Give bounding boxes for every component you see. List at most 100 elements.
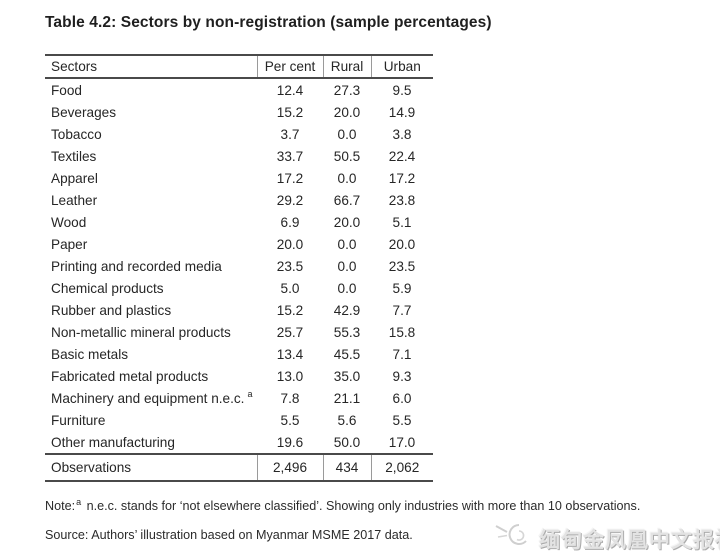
table-row: Rubber and plastics 15.2 42.9 7.7 bbox=[45, 299, 433, 321]
per-cent-cell: 5.5 bbox=[280, 412, 300, 428]
table-row: Food 12.4 27.3 9.5 bbox=[45, 78, 433, 101]
sector-cell: Beverages bbox=[51, 104, 116, 120]
per-cent-cell: 6.9 bbox=[280, 214, 300, 230]
note-marker: a bbox=[76, 496, 82, 507]
per-cent-cell: 12.4 bbox=[276, 82, 304, 98]
rural-cell: 27.3 bbox=[333, 82, 361, 98]
sector-cell: Other manufacturing bbox=[51, 434, 175, 450]
observations-rural: 434 bbox=[322, 453, 371, 482]
rural-cell: 35.0 bbox=[333, 368, 361, 384]
urban-cell: 6.0 bbox=[392, 390, 412, 406]
urban-cell: 5.5 bbox=[392, 412, 412, 428]
observations-per-cent: 2,496 bbox=[256, 453, 323, 482]
rural-cell: 5.6 bbox=[337, 412, 357, 428]
table-title: Table 4.2: Sectors by non-registration (… bbox=[45, 14, 492, 31]
rural-cell: 50.0 bbox=[333, 434, 361, 450]
per-cent-cell: 15.2 bbox=[276, 104, 304, 120]
urban-cell: 5.1 bbox=[392, 214, 412, 230]
observations-row: Observations 2,496 434 2,062 bbox=[45, 453, 433, 482]
table-row: Machinery and equipment n.e.c. a 7.8 21.1 6.… bbox=[45, 387, 433, 409]
footnote-marker: a bbox=[247, 388, 253, 399]
watermark: 缅甸金凤凰中文报社 bbox=[494, 521, 720, 556]
per-cent-cell: 13.4 bbox=[276, 346, 304, 362]
sector-cell: Paper bbox=[51, 236, 88, 252]
observations-label: Observations bbox=[45, 453, 257, 482]
sector-cell: Machinery and equipment n.e.c. a bbox=[51, 388, 253, 406]
header-rural: Rural bbox=[322, 54, 371, 79]
observations-urban: 2,062 bbox=[370, 453, 433, 482]
sector-cell: Apparel bbox=[51, 170, 98, 186]
per-cent-cell: 33.7 bbox=[276, 148, 304, 164]
table-row: Leather 29.2 66.7 23.8 bbox=[45, 189, 433, 211]
sector-cell: Furniture bbox=[51, 412, 106, 428]
header-urban: Urban bbox=[370, 54, 433, 79]
rural-cell: 0.0 bbox=[337, 170, 357, 186]
note-prefix: Note: bbox=[45, 499, 76, 513]
table-note: Note:a n.e.c. stands for ‘not elsewhere … bbox=[45, 496, 641, 513]
urban-cell: 7.1 bbox=[392, 346, 412, 362]
sector-cell: Tobacco bbox=[51, 126, 102, 142]
sector-cell: Non-metallic mineral products bbox=[51, 324, 231, 340]
header-row: Sectors Per cent Rural Urban bbox=[45, 54, 433, 79]
table-footer: Observations 2,496 434 2,062 bbox=[45, 453, 433, 482]
urban-cell: 5.9 bbox=[392, 280, 412, 296]
per-cent-cell: 5.0 bbox=[280, 280, 300, 296]
sector-cell: Textiles bbox=[51, 148, 97, 164]
table-row: Other manufacturing 19.6 50.0 17.0 bbox=[45, 431, 433, 454]
per-cent-cell: 7.8 bbox=[280, 390, 300, 406]
rural-cell: 21.1 bbox=[333, 390, 361, 406]
sector-cell: Food bbox=[51, 82, 82, 98]
table-row: Non-metallic mineral products 25.7 55.3 15.… bbox=[45, 321, 433, 343]
rural-cell: 0.0 bbox=[337, 236, 357, 252]
table-row: Printing and recorded media 23.5 0.0 23.5 bbox=[45, 255, 433, 277]
sector-cell: Printing and recorded media bbox=[51, 258, 222, 274]
rural-cell: 50.5 bbox=[333, 148, 361, 164]
rural-cell: 0.0 bbox=[337, 280, 357, 296]
table-row: Tobacco 3.7 0.0 3.8 bbox=[45, 123, 433, 145]
rural-cell: 55.3 bbox=[333, 324, 361, 340]
per-cent-cell: 3.7 bbox=[280, 126, 300, 142]
per-cent-cell: 29.2 bbox=[276, 192, 304, 208]
per-cent-cell: 25.7 bbox=[276, 324, 304, 340]
sectors-table: Sectors Per cent Rural Urban Food 12.4 27.… bbox=[45, 54, 433, 482]
table-row: Chemical products 5.0 0.0 5.9 bbox=[45, 277, 433, 299]
table-row: Furniture 5.5 5.6 5.5 bbox=[45, 409, 433, 431]
sector-cell: Fabricated metal products bbox=[51, 368, 209, 384]
note-text: n.e.c. stands for ‘not elsewhere classif… bbox=[86, 499, 641, 513]
urban-cell: 23.5 bbox=[388, 258, 416, 274]
per-cent-cell: 23.5 bbox=[276, 258, 304, 274]
rural-cell: 66.7 bbox=[333, 192, 361, 208]
phoenix-logo-icon bbox=[494, 521, 534, 556]
table-row: Apparel 17.2 0.0 17.2 bbox=[45, 167, 433, 189]
table-row: Basic metals 13.4 45.5 7.1 bbox=[45, 343, 433, 365]
per-cent-cell: 15.2 bbox=[276, 302, 304, 318]
urban-cell: 9.3 bbox=[392, 368, 412, 384]
urban-cell: 22.4 bbox=[388, 148, 416, 164]
table-body: Food 12.4 27.3 9.5 Beverages 15.2 20.0 14.9 Toba… bbox=[45, 78, 433, 454]
urban-cell: 23.8 bbox=[388, 192, 416, 208]
table-row: Fabricated metal products 13.0 35.0 9.3 bbox=[45, 365, 433, 387]
per-cent-cell: 17.2 bbox=[276, 170, 304, 186]
per-cent-cell: 20.0 bbox=[276, 236, 304, 252]
sector-cell: Chemical products bbox=[51, 280, 164, 296]
table-source: Source: Authors’ illustration based on M… bbox=[45, 528, 413, 542]
per-cent-cell: 13.0 bbox=[276, 368, 304, 384]
header-per-cent: Per cent bbox=[256, 54, 323, 79]
rural-cell: 0.0 bbox=[337, 126, 357, 142]
urban-cell: 7.7 bbox=[392, 302, 412, 318]
table-row: Wood 6.9 20.0 5.1 bbox=[45, 211, 433, 233]
urban-cell: 20.0 bbox=[388, 236, 416, 252]
sector-cell: Leather bbox=[51, 192, 98, 208]
urban-cell: 15.8 bbox=[388, 324, 416, 340]
table-header: Sectors Per cent Rural Urban bbox=[45, 54, 433, 79]
per-cent-cell: 19.6 bbox=[276, 434, 304, 450]
rural-cell: 20.0 bbox=[333, 104, 361, 120]
table-row: Textiles 33.7 50.5 22.4 bbox=[45, 145, 433, 167]
sector-cell: Wood bbox=[51, 214, 87, 230]
urban-cell: 14.9 bbox=[388, 104, 416, 120]
rural-cell: 0.0 bbox=[337, 258, 357, 274]
table-row: Paper 20.0 0.0 20.0 bbox=[45, 233, 433, 255]
urban-cell: 9.5 bbox=[392, 82, 412, 98]
sector-cell: Basic metals bbox=[51, 346, 129, 362]
